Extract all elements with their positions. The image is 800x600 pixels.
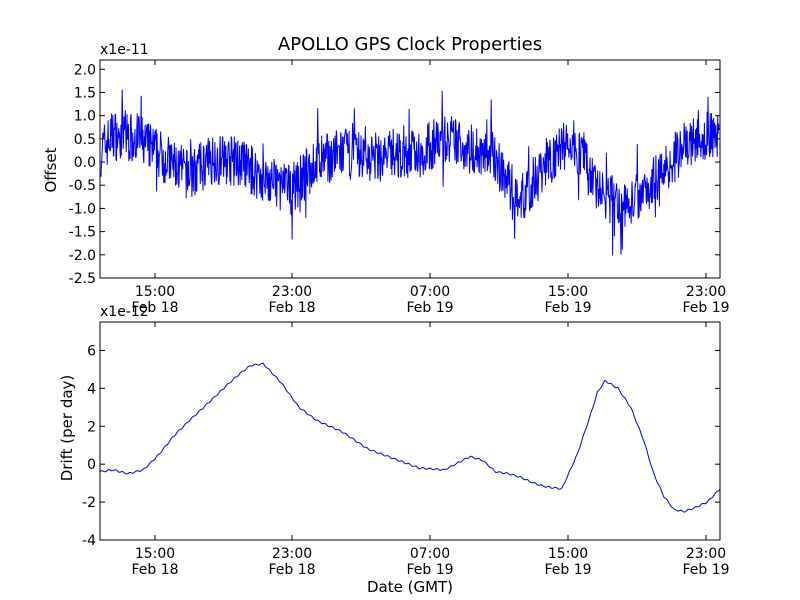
y-tick-label: 4 <box>87 381 96 397</box>
offset-y-axis-label: Offset <box>42 147 60 192</box>
x-tick-label-time: 15:00 <box>548 546 588 562</box>
drift-plot-frame <box>99 321 721 541</box>
x-tick-label-time: 07:00 <box>410 546 450 562</box>
drift-exponent-label: x1e-12 <box>100 304 149 320</box>
y-tick-label: -2 <box>82 495 96 511</box>
y-tick-label: 0.0 <box>74 155 96 171</box>
x-tick-label-time: 23:00 <box>686 546 726 562</box>
x-tick-label-date: Feb 19 <box>544 562 591 578</box>
offset-ticks: 2.0 1.5 1.0 0.5 0.0 -0.5 -1.0 -1.5 -2.0 -2.5 15:00… <box>69 60 730 316</box>
y-tick-label: -2.5 <box>69 271 96 287</box>
y-tick-label: -2.0 <box>69 248 96 264</box>
y-tick-label: 1.5 <box>74 85 96 101</box>
y-tick-label: 2.0 <box>74 62 96 78</box>
y-tick-label: 2 <box>87 419 96 435</box>
drift-series-line <box>99 362 721 513</box>
drift-y-axis-label: Drift (per day) <box>58 375 76 482</box>
y-tick-label: 0 <box>87 457 96 473</box>
x-tick-label-date: Feb 18 <box>131 562 178 578</box>
x-tick-label-date: Feb 19 <box>682 562 729 578</box>
x-tick-label-date: Feb 18 <box>268 300 315 316</box>
y-tick-label: -0.5 <box>69 178 96 194</box>
y-tick-label: -1.5 <box>69 225 96 241</box>
x-tick-label-time: 15:00 <box>548 284 588 300</box>
offset-exponent-label: x1e-11 <box>100 42 149 58</box>
x-tick-label-time: 07:00 <box>410 284 450 300</box>
x-axis-label: Date (GMT) <box>367 578 453 596</box>
y-tick-label: 0.5 <box>74 132 96 148</box>
x-tick-label-date: Feb 19 <box>406 562 453 578</box>
x-tick-label-time: 23:00 <box>686 284 726 300</box>
x-tick-label-date: Feb 19 <box>544 300 591 316</box>
x-tick-label-time: 23:00 <box>272 284 312 300</box>
offset-panel: APOLLO GPS Clock Properties x1e-11 Offse… <box>42 34 730 316</box>
drift-panel: x1e-12 Drift (per day) Date (GMT) 6 4 2 0 -2… <box>58 304 730 596</box>
x-tick-label-time: 15:00 <box>135 546 175 562</box>
x-tick-label-date: Feb 18 <box>131 300 178 316</box>
chart-title: APOLLO GPS Clock Properties <box>278 34 542 55</box>
y-tick-label: -4 <box>82 533 96 549</box>
offset-series-line <box>100 89 720 256</box>
y-tick-label: -1.0 <box>69 201 96 217</box>
x-tick-label-time: 15:00 <box>135 284 175 300</box>
offset-plot-frame <box>99 59 721 279</box>
x-tick-label-date: Feb 19 <box>406 300 453 316</box>
x-tick-label-time: 23:00 <box>272 546 312 562</box>
y-tick-label: 6 <box>87 343 96 359</box>
x-tick-label-date: Feb 19 <box>682 300 729 316</box>
x-tick-label-date: Feb 18 <box>268 562 315 578</box>
y-tick-label: 1.0 <box>74 109 96 125</box>
